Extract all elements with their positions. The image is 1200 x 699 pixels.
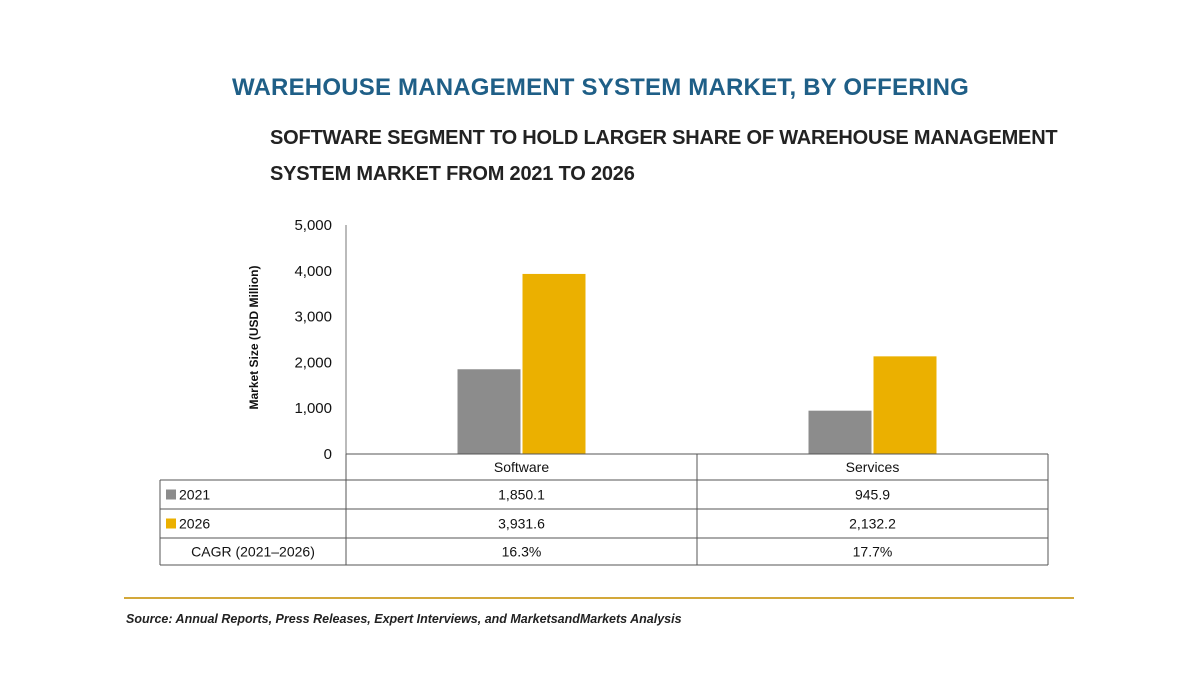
chart-subtitle: SOFTWARE SEGMENT TO HOLD LARGER SHARE OF… — [270, 127, 1058, 185]
data-label: 3,931.6 — [498, 516, 545, 532]
y-tick-label: 2,000 — [294, 354, 332, 371]
bar-2026-services — [873, 356, 937, 454]
y-tick-label: 5,000 — [294, 217, 332, 234]
y-tick-label: 3,000 — [294, 309, 332, 326]
category-label: Services — [846, 459, 900, 475]
data-label: 945.9 — [855, 487, 890, 503]
bar-2021-services — [808, 410, 872, 454]
bar-2026-software — [522, 273, 586, 454]
bar-2021-software — [457, 369, 521, 454]
data-label: 1,850.1 — [498, 487, 545, 503]
source-note: Source: Annual Reports, Press Releases, … — [126, 612, 682, 626]
y-axis-label: Market Size (USD Million) — [247, 265, 261, 409]
y-tick-label: 0 — [324, 446, 332, 463]
category-label: Software — [494, 459, 549, 475]
legend-swatch-2021 — [166, 489, 176, 500]
divider-rule — [124, 597, 1074, 599]
data-label: 2,132.2 — [849, 516, 896, 532]
cagr-value: 17.7% — [853, 544, 893, 560]
cagr-value: 16.3% — [502, 544, 542, 560]
legend-swatch-2026 — [166, 518, 176, 529]
legend-label: 2021 — [179, 487, 210, 503]
chart-title: WAREHOUSE MANAGEMENT SYSTEM MARKET, BY O… — [232, 74, 969, 101]
cagr-row-label: CAGR (2021–2026) — [191, 544, 315, 560]
legend-label: 2026 — [179, 516, 210, 532]
y-tick-label: 1,000 — [294, 400, 332, 417]
y-tick-label: 4,000 — [294, 263, 332, 280]
